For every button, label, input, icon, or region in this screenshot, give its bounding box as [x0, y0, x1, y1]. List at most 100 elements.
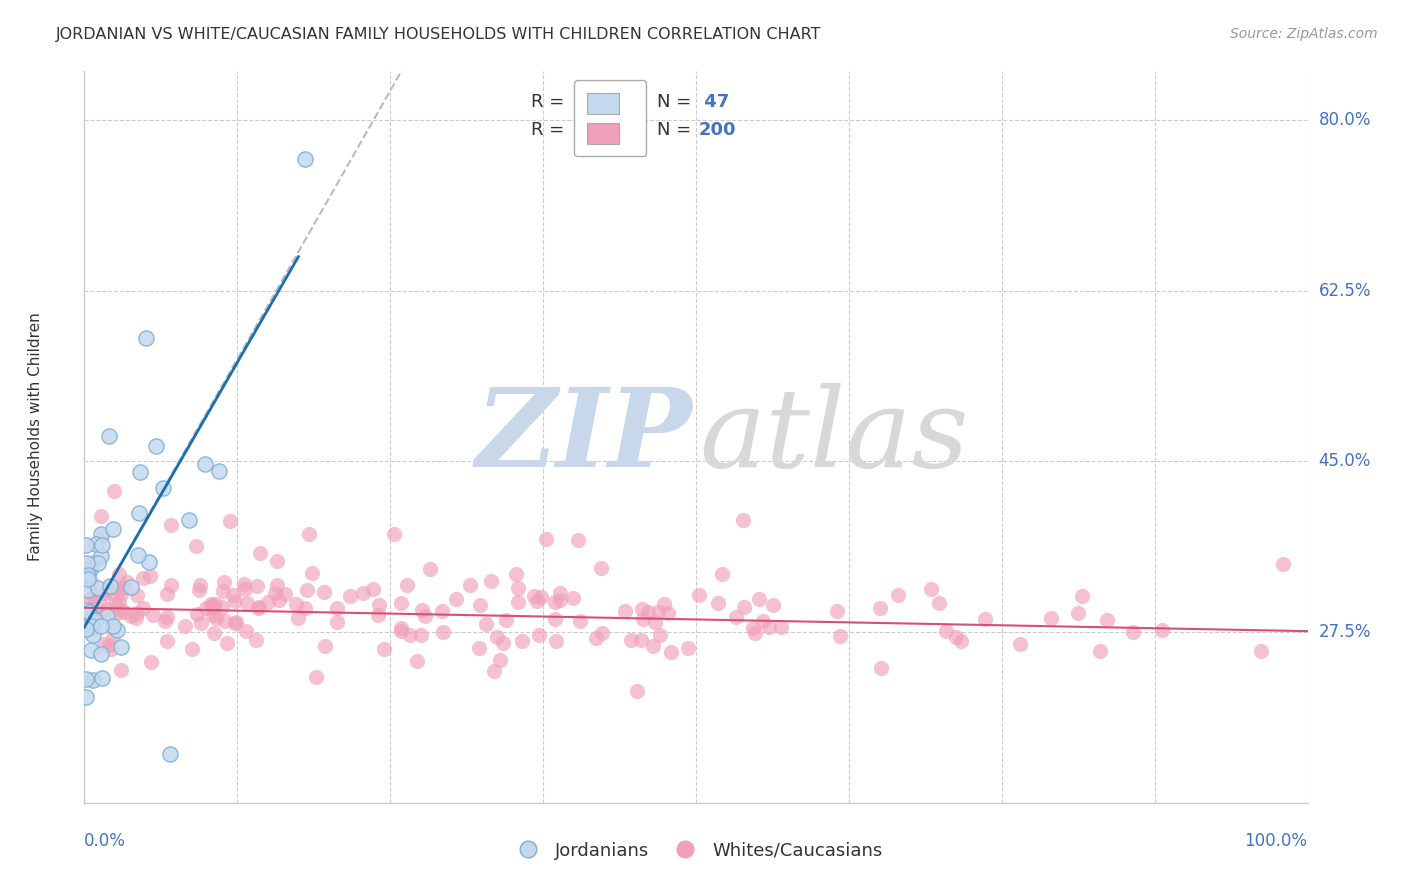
Point — [266, 578, 288, 592]
Point — [90, 671, 112, 685]
Point — [101, 630, 124, 644]
Point — [188, 582, 211, 597]
Point — [80, 560, 103, 574]
Point — [479, 574, 502, 589]
Point — [247, 599, 270, 614]
Point — [742, 622, 765, 636]
Point — [659, 645, 682, 659]
Text: Source: ZipAtlas.com: Source: ZipAtlas.com — [1230, 27, 1378, 41]
Point — [156, 587, 179, 601]
Point — [647, 606, 669, 620]
Point — [748, 591, 770, 606]
Point — [233, 582, 256, 596]
Point — [630, 602, 652, 616]
Point — [409, 627, 432, 641]
Point — [676, 641, 699, 656]
Point — [236, 597, 259, 611]
Point — [75, 672, 97, 686]
Point — [96, 582, 118, 596]
Point — [274, 587, 297, 601]
Point — [82, 555, 104, 569]
Point — [869, 601, 891, 615]
Point — [530, 590, 553, 604]
Point — [110, 663, 132, 677]
Point — [232, 576, 254, 591]
Point — [76, 603, 98, 617]
Point — [110, 640, 132, 655]
Point — [211, 599, 233, 614]
Point — [79, 592, 101, 607]
Point — [90, 526, 112, 541]
Point — [731, 513, 754, 527]
Point — [589, 561, 612, 575]
Point — [104, 597, 127, 611]
Point — [188, 578, 211, 592]
Point — [235, 624, 257, 638]
Point — [266, 554, 288, 568]
Point — [326, 615, 349, 630]
Point — [217, 636, 239, 650]
Point — [762, 599, 785, 613]
Text: 0.0%: 0.0% — [84, 832, 127, 850]
Point — [389, 621, 412, 635]
Point — [128, 465, 150, 479]
Point — [405, 655, 427, 669]
Point — [257, 595, 280, 609]
Point — [1071, 590, 1094, 604]
Point — [108, 595, 131, 609]
Point — [91, 609, 114, 624]
Point — [620, 632, 643, 647]
Point — [91, 606, 114, 620]
Point — [295, 583, 318, 598]
Point — [77, 582, 100, 597]
Point — [467, 641, 489, 656]
Point — [105, 607, 128, 621]
Point — [1122, 625, 1144, 640]
Point — [294, 152, 316, 166]
Point — [751, 614, 773, 628]
Point — [568, 614, 591, 628]
Point — [591, 625, 613, 640]
Point — [94, 586, 117, 600]
Point — [125, 611, 148, 625]
Point — [82, 622, 104, 636]
Point — [98, 579, 121, 593]
Point — [458, 578, 481, 592]
Point — [177, 513, 200, 527]
Point — [139, 568, 162, 582]
Point — [101, 619, 124, 633]
Point — [76, 572, 98, 586]
Point — [82, 627, 104, 641]
Point — [103, 483, 125, 498]
Point — [100, 641, 122, 656]
Point — [156, 633, 179, 648]
Point — [246, 579, 269, 593]
Point — [631, 612, 654, 626]
Point — [285, 598, 308, 612]
Text: 45.0%: 45.0% — [1319, 452, 1371, 470]
Point — [90, 647, 112, 661]
Point — [411, 603, 433, 617]
Point — [79, 609, 101, 624]
Point — [470, 598, 492, 612]
Point — [444, 592, 467, 607]
Legend: Jordanians, Whites/Caucasians: Jordanians, Whites/Caucasians — [502, 835, 890, 867]
Point — [1095, 613, 1118, 627]
Point — [160, 578, 183, 592]
Point — [120, 609, 142, 624]
Point — [389, 596, 412, 610]
Point — [224, 593, 246, 607]
Point — [97, 429, 120, 443]
Point — [204, 597, 226, 611]
Point — [482, 664, 505, 678]
Point — [486, 630, 509, 644]
Point — [389, 624, 412, 639]
Point — [1088, 644, 1111, 658]
Text: 62.5%: 62.5% — [1319, 282, 1371, 300]
Point — [212, 583, 235, 598]
Point — [534, 532, 557, 546]
Point — [120, 580, 142, 594]
Text: 100.0%: 100.0% — [1244, 832, 1308, 850]
Point — [505, 567, 527, 582]
Text: N =: N = — [657, 93, 697, 112]
